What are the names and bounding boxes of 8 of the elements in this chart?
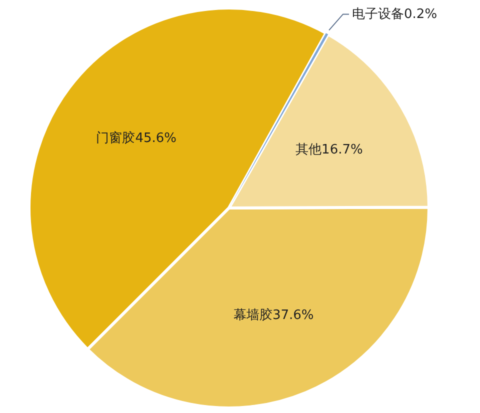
data-label: 45.6% xyxy=(135,130,177,146)
data-label: 16.7% xyxy=(322,142,363,158)
slice-label: 门窗胶 xyxy=(96,130,136,146)
slice-label: 幕墙胶 xyxy=(233,308,272,323)
data-label: 37.6% xyxy=(272,308,314,323)
slice-label: 电子设备 xyxy=(352,7,404,22)
slice-label: 其他 xyxy=(296,142,322,158)
data-label: 0.2% xyxy=(404,7,438,22)
